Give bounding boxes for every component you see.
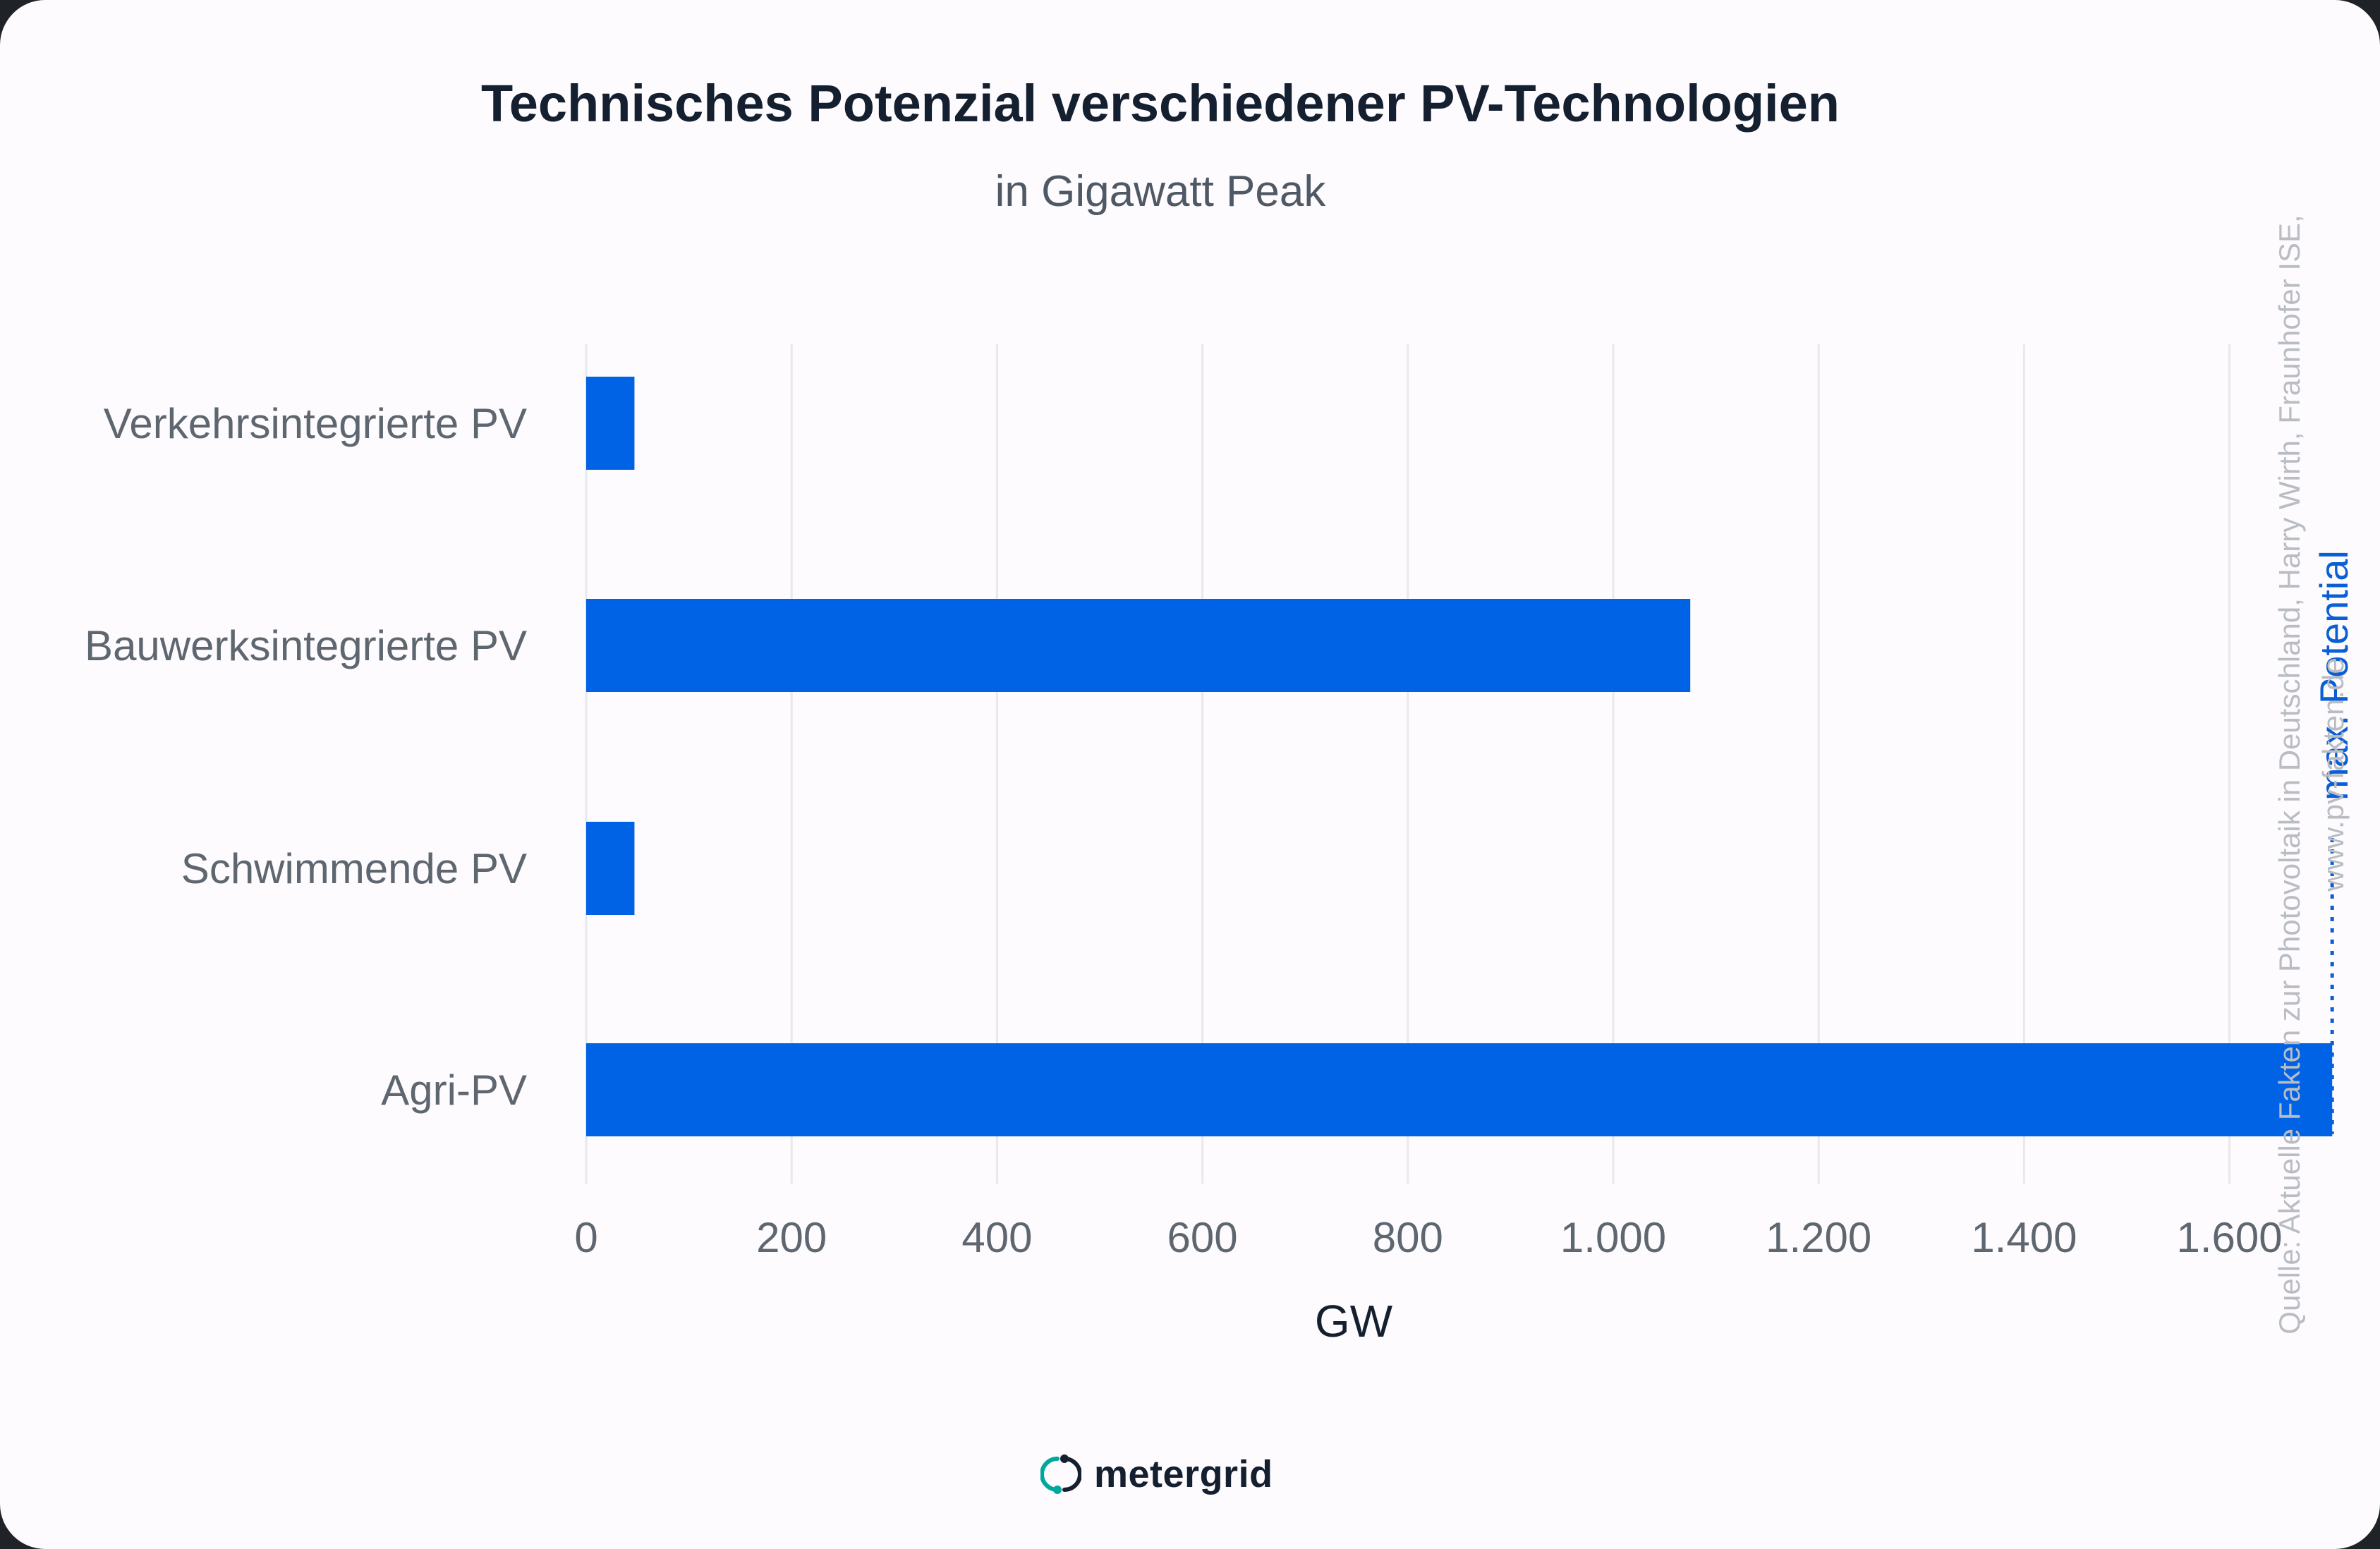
- x-tick-label: 0: [574, 1214, 597, 1261]
- metergrid-logo-icon: [1040, 1454, 1081, 1494]
- category-label: Schwimmende PV: [181, 845, 527, 892]
- x-tick-label: 200: [756, 1214, 827, 1261]
- x-tick-label: 600: [1167, 1214, 1238, 1261]
- source-note: Quelle: Aktuelle Fakten zur Photovoltaik…: [2268, 140, 2350, 1409]
- bar: [586, 1043, 2333, 1136]
- source-note-line-2: www.pv-fakten.de: [2317, 657, 2350, 892]
- x-tick-label: 1.200: [1766, 1214, 1871, 1261]
- max-potential-label: max. Potential: [2312, 550, 2356, 801]
- category-label: Bauwerksintegrierte PV: [85, 622, 527, 669]
- brand-logo[interactable]: metergrid: [1040, 1447, 1273, 1501]
- x-tick-label: 1.000: [1560, 1214, 1666, 1261]
- category-label: Agri-PV: [381, 1067, 527, 1114]
- x-tick-label: 400: [961, 1214, 1032, 1261]
- bar: [586, 822, 635, 915]
- bar: [586, 599, 1691, 692]
- chart-title: Technisches Potenzial verschiedener PV-T…: [481, 74, 1840, 133]
- x-tick-label: 800: [1373, 1214, 1443, 1261]
- brand-name: metergrid: [1094, 1453, 1273, 1495]
- x-tick-label: 1.400: [1971, 1214, 2077, 1261]
- category-label: Verkehrsintegrierte PV: [104, 400, 527, 447]
- x-tick-label: 1.600: [2177, 1214, 2283, 1261]
- source-note-line-1: Quelle: Aktuelle Fakten zur Photovoltaik…: [2273, 214, 2306, 1335]
- bar: [586, 377, 635, 470]
- chart-subtitle: in Gigawatt Peak: [995, 167, 1326, 216]
- x-axis-title: GW: [1315, 1296, 1393, 1347]
